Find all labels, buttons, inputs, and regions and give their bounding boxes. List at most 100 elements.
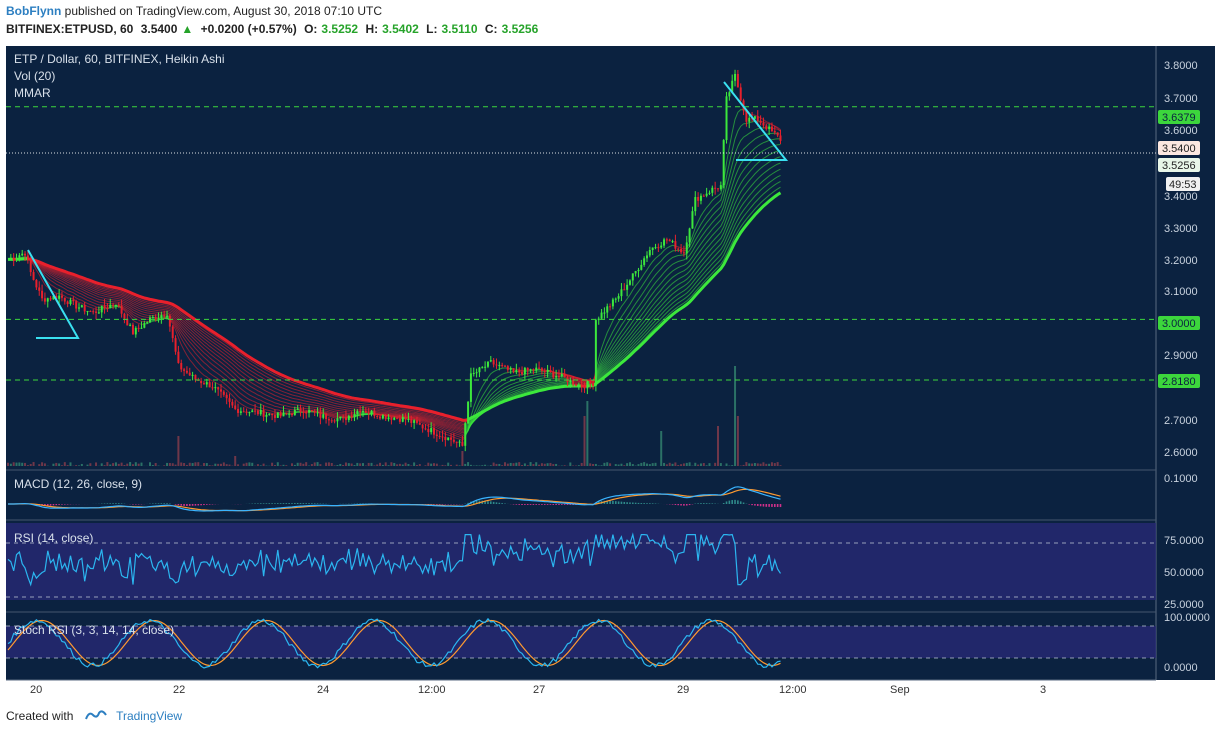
candle-body bbox=[509, 368, 512, 370]
macd-histogram-bar bbox=[254, 503, 256, 504]
volume-bar bbox=[24, 462, 27, 466]
candle-body bbox=[129, 324, 132, 326]
left-triangle-drawing[interactable] bbox=[27, 249, 80, 339]
candle-body bbox=[310, 410, 313, 412]
volume-bar bbox=[149, 462, 151, 466]
volume-bar bbox=[100, 463, 103, 466]
candle-body bbox=[370, 410, 373, 414]
ribbon-line bbox=[27, 257, 162, 317]
candle-body bbox=[756, 116, 759, 121]
candle-body bbox=[518, 370, 521, 373]
rsi-line bbox=[7, 532, 782, 587]
candle-body bbox=[97, 312, 100, 314]
volume-bar bbox=[646, 463, 648, 466]
candle-body bbox=[614, 298, 617, 300]
candle-body bbox=[560, 373, 563, 377]
candle-body bbox=[114, 304, 117, 306]
time-tick: 12:00 bbox=[779, 684, 807, 696]
volume-bar bbox=[705, 465, 708, 466]
volume-bar bbox=[498, 463, 501, 466]
macd-histogram-bar bbox=[186, 504, 188, 506]
volume-bar bbox=[387, 465, 390, 466]
candle-body bbox=[347, 416, 350, 421]
candle-body bbox=[18, 255, 21, 258]
ribbon-line bbox=[374, 413, 466, 434]
macd-histogram-bar bbox=[640, 503, 643, 504]
macd-histogram-bar bbox=[515, 504, 518, 505]
volume-bar bbox=[237, 464, 240, 466]
candle-body bbox=[486, 361, 489, 367]
volume-bar bbox=[89, 463, 92, 466]
volume-bar bbox=[38, 464, 41, 466]
volume-bar bbox=[518, 462, 521, 466]
volume-bar bbox=[106, 462, 109, 466]
macd-histogram-bar bbox=[259, 503, 262, 504]
candle-body bbox=[717, 188, 719, 190]
candle-body bbox=[276, 412, 279, 418]
candle-body bbox=[58, 295, 61, 299]
ribbon-line bbox=[27, 258, 469, 424]
candle-body bbox=[543, 370, 546, 373]
macd-histogram-bar bbox=[543, 504, 546, 505]
volume-bar bbox=[637, 464, 640, 466]
chart-area[interactable]: ETP / Dollar, 60, BITFINEX, Heikin Ashi … bbox=[6, 46, 1215, 697]
candle-body bbox=[768, 126, 771, 130]
price-label-close: 3.5256 bbox=[1158, 158, 1200, 172]
candle-body bbox=[736, 73, 739, 88]
volume-bar bbox=[589, 463, 592, 466]
volume-bar bbox=[540, 463, 543, 466]
high-value: 3.5402 bbox=[382, 22, 419, 36]
candle-body bbox=[739, 87, 742, 101]
candle-body bbox=[100, 305, 103, 313]
stoch-k-line bbox=[7, 617, 781, 669]
author-link[interactable]: BobFlynn bbox=[6, 4, 62, 18]
price-label-last: 3.5400 bbox=[1158, 141, 1200, 155]
macd-histogram-bar bbox=[46, 504, 49, 506]
macd-histogram-bar bbox=[555, 504, 557, 505]
macd-histogram-bar bbox=[120, 503, 123, 504]
time-tick: 20 bbox=[30, 684, 42, 696]
macd-histogram-bar bbox=[634, 502, 637, 504]
time-tick: 3 bbox=[1040, 684, 1046, 696]
candle-body bbox=[191, 374, 194, 376]
candle-body bbox=[356, 411, 359, 415]
candle-body bbox=[214, 387, 217, 389]
right-triangle-drawing[interactable] bbox=[723, 81, 789, 161]
volume-bar bbox=[736, 416, 739, 466]
last-price: 3.5400 bbox=[140, 22, 178, 36]
macd-histogram-bar bbox=[191, 504, 194, 506]
volume-bar bbox=[506, 463, 509, 466]
macd-histogram-bar bbox=[109, 503, 112, 504]
candle-body bbox=[546, 370, 549, 373]
candle-body bbox=[631, 273, 634, 281]
chart-svg[interactable]: ETP / Dollar, 60, BITFINEX, Heikin Ashi … bbox=[6, 46, 1215, 697]
candle-body bbox=[120, 305, 123, 314]
time-tick: 27 bbox=[533, 684, 545, 696]
candle-body bbox=[484, 366, 487, 368]
volume-bar bbox=[177, 436, 180, 466]
volume-bar bbox=[390, 462, 393, 466]
volume-bar bbox=[29, 463, 32, 466]
candle-body bbox=[83, 305, 86, 312]
volume-bar bbox=[628, 462, 631, 466]
macd-histogram-bar bbox=[617, 501, 620, 504]
macd-histogram-bar bbox=[768, 504, 770, 507]
price-label-text: 2.8180 bbox=[1162, 376, 1196, 388]
candle-body bbox=[362, 411, 364, 413]
candle-body bbox=[708, 192, 711, 194]
ribbon-line bbox=[263, 411, 278, 415]
candle-body bbox=[623, 289, 626, 291]
ribbon-line bbox=[27, 258, 358, 415]
time-axis-ticks: 20 22 24 12:00 27 29 12:00 Sep 3 bbox=[30, 684, 1046, 696]
macd-histogram-bar bbox=[524, 504, 526, 505]
ribbon-line bbox=[169, 318, 295, 413]
candle-body bbox=[418, 422, 421, 425]
macd-histogram-bar bbox=[112, 503, 114, 504]
candle-body bbox=[609, 306, 612, 308]
macd-histogram-bar bbox=[606, 500, 609, 504]
volume-bar bbox=[742, 464, 745, 466]
candle-body bbox=[149, 317, 151, 323]
candle-body bbox=[722, 140, 725, 186]
tradingview-link[interactable]: TradingView bbox=[116, 709, 183, 723]
candle-body bbox=[131, 324, 134, 335]
